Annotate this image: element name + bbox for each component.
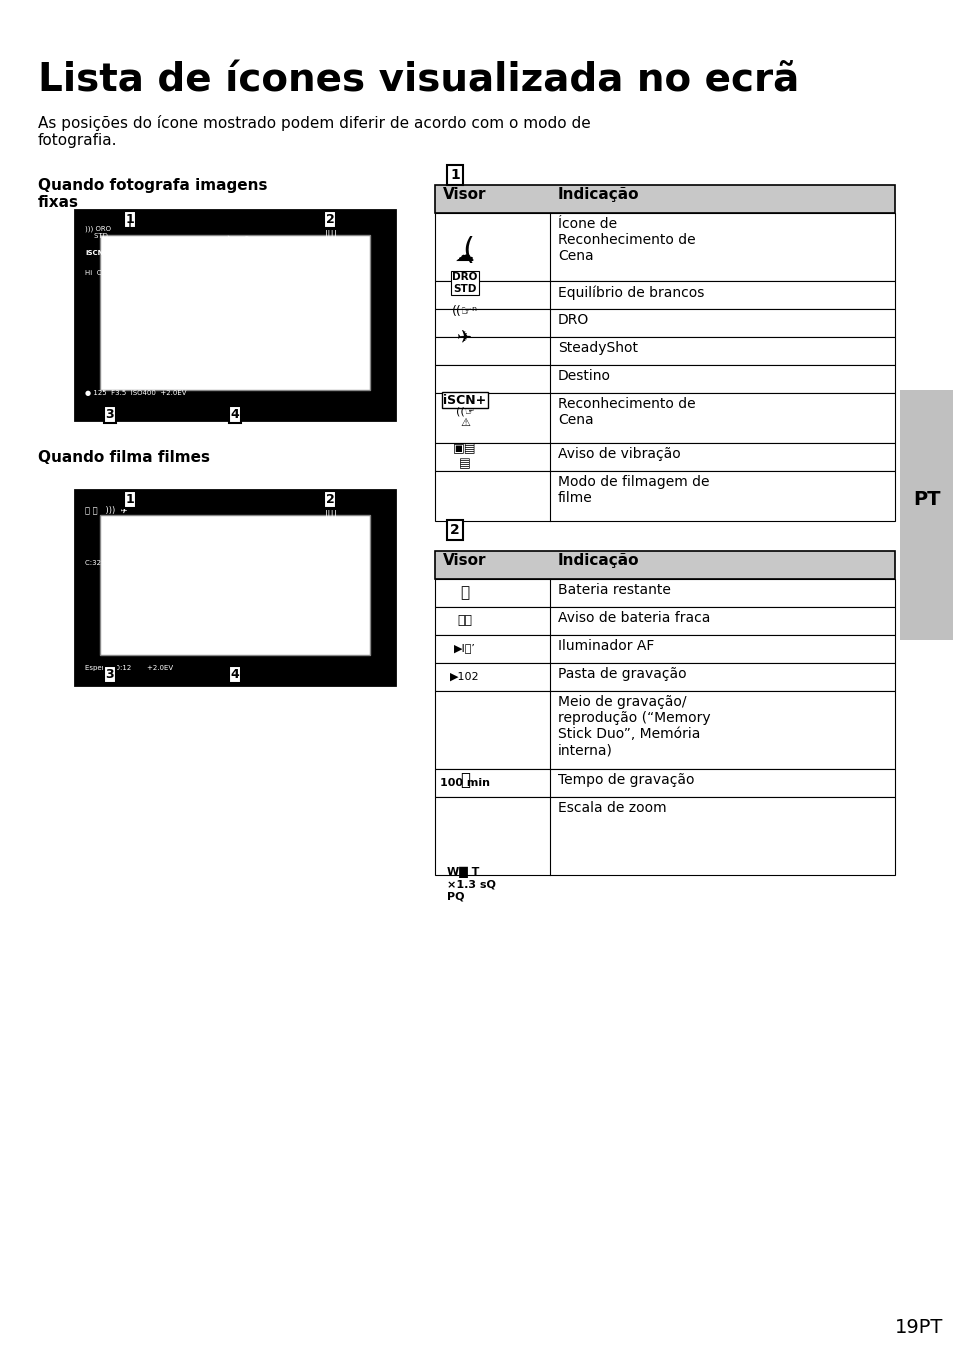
- Bar: [435, 364, 894, 393]
- Text: 3: 3: [106, 668, 114, 680]
- Text: 96: 96: [325, 265, 334, 271]
- Text: 3: 3: [106, 408, 114, 421]
- Text: Lista de ícones visualizada no ecrã: Lista de ícones visualizada no ecrã: [38, 62, 799, 100]
- Text: Quando filma filmes: Quando filma filmes: [38, 450, 210, 464]
- Text: 🗜: 🗜: [459, 771, 470, 788]
- Bar: [435, 551, 894, 579]
- Text: 1: 1: [126, 493, 134, 506]
- Bar: [435, 471, 894, 521]
- Text: 4: 4: [231, 668, 239, 680]
- Bar: [435, 281, 894, 309]
- Text: 🎥 🌥   )))  ✈: 🎥 🌥 ))) ✈: [85, 505, 128, 514]
- Text: Reconhecimento de
Cena: Reconhecimento de Cena: [558, 397, 695, 427]
- Text: ▶ⵏⲟ’: ▶ⵏⲟ’: [454, 644, 476, 653]
- Text: ▶102: ▶102: [450, 672, 479, 682]
- Text: As posições do ícone mostrado podem diferir de acordo com o modo de
fotografia.: As posições do ícone mostrado podem dife…: [38, 115, 590, 148]
- Text: 19PT: 19PT: [894, 1318, 943, 1336]
- Text: ))) ORO
    STD: ))) ORO STD: [85, 225, 111, 239]
- Text: Equilíbrio de brancos: Equilíbrio de brancos: [558, 285, 703, 300]
- Text: VGA: VGA: [294, 285, 307, 290]
- Text: ☁: ☁: [455, 246, 475, 265]
- Bar: [435, 769, 894, 796]
- Bar: [435, 691, 894, 770]
- Text: Espera   0:12       +2.0EV: Espera 0:12 +2.0EV: [85, 666, 172, 671]
- Text: Indicação: Indicação: [558, 188, 639, 202]
- Bar: [435, 608, 894, 634]
- Bar: [435, 213, 894, 281]
- Text: DRO: DRO: [558, 313, 589, 327]
- Text: VGA: VGA: [310, 555, 321, 560]
- Text: 2: 2: [325, 213, 334, 225]
- Text: Aviso de vibração: Aviso de vibração: [558, 447, 680, 460]
- Bar: [75, 211, 395, 420]
- Text: ||||: ||||: [325, 510, 337, 521]
- Text: Visor: Visor: [442, 188, 486, 202]
- Bar: [75, 490, 395, 684]
- Text: 100 min: 100 min: [439, 778, 490, 788]
- Bar: [435, 579, 894, 608]
- Bar: [100, 235, 370, 390]
- Text: Iluminador AF: Iluminador AF: [558, 639, 654, 653]
- Bar: [435, 309, 894, 338]
- Bar: [899, 390, 953, 640]
- Text: ►102: ►102: [314, 525, 334, 531]
- Text: 4: 4: [231, 408, 239, 421]
- Text: Escala de zoom: Escala de zoom: [558, 801, 666, 815]
- Text: ▣▤
▤: ▣▤ ▤: [453, 441, 476, 470]
- Text: Destino: Destino: [558, 369, 610, 383]
- Text: SteadyShot: SteadyShot: [558, 342, 638, 355]
- Text: Quando fotografa imagens
fixas: Quando fotografa imagens fixas: [38, 178, 267, 211]
- Bar: [435, 796, 894, 875]
- Text: 2: 2: [325, 493, 334, 506]
- Bar: [435, 338, 894, 364]
- Text: 100min: 100min: [310, 540, 334, 545]
- Text: ● 125  F3.5  ISO400  +2.0EV: ● 125 F3.5 ISO400 +2.0EV: [85, 390, 186, 396]
- Bar: [435, 663, 894, 691]
- Text: Hi  C:32:00   ⊙₁₀: Hi C:32:00 ⊙₁₀: [85, 270, 142, 275]
- Text: ||||: ||||: [325, 230, 337, 240]
- Text: 🔋: 🔋: [460, 586, 469, 601]
- Text: Modo de filmagem de
filme: Modo de filmagem de filme: [558, 475, 709, 505]
- Bar: [435, 393, 894, 443]
- Text: Meio de gravação/
reprodução (“Memory
Stick Duo”, Memória
interna): Meio de gravação/ reprodução (“Memory St…: [558, 695, 710, 757]
- Text: 1: 1: [126, 213, 134, 225]
- Text: Indicação: Indicação: [558, 554, 639, 568]
- Text: ✈: ✈: [456, 329, 472, 348]
- Text: Tempo de gravação: Tempo de gravação: [558, 774, 694, 787]
- Text: Ícone de
Reconhecimento de
Cena: Ícone de Reconhecimento de Cena: [558, 217, 695, 263]
- Text: iSCN: iSCN: [85, 250, 103, 256]
- Text: PT: PT: [912, 490, 940, 509]
- Bar: [435, 185, 894, 213]
- Text: W█ T
×1.3 sQ
PQ: W█ T ×1.3 sQ PQ: [447, 867, 496, 902]
- Text: 1: 1: [450, 167, 459, 182]
- Text: ((☞
⚠: ((☞ ⚠: [456, 406, 474, 428]
- Text: Aviso de bateria fraca: Aviso de bateria fraca: [558, 612, 710, 625]
- Text: 2: 2: [450, 522, 459, 537]
- Text: ✈   ●: ✈ ●: [225, 235, 251, 244]
- Text: iSCN+: iSCN+: [443, 393, 486, 406]
- Bar: [100, 514, 370, 655]
- Text: DRO
STD: DRO STD: [452, 273, 477, 294]
- Text: ((☞ⁿ: ((☞ⁿ: [452, 305, 477, 317]
- Text: Pasta de gravação: Pasta de gravação: [558, 667, 686, 680]
- Text: Visor: Visor: [442, 554, 486, 568]
- Text: Bateria restante: Bateria restante: [558, 583, 670, 597]
- Bar: [435, 443, 894, 471]
- Text: ): ): [458, 232, 471, 262]
- Text: C:32:00  ♦  ⊙₁₀: C:32:00 ♦ ⊙₁₀: [85, 560, 139, 566]
- Text: 🔋⃠: 🔋⃠: [457, 614, 472, 628]
- Bar: [435, 634, 894, 663]
